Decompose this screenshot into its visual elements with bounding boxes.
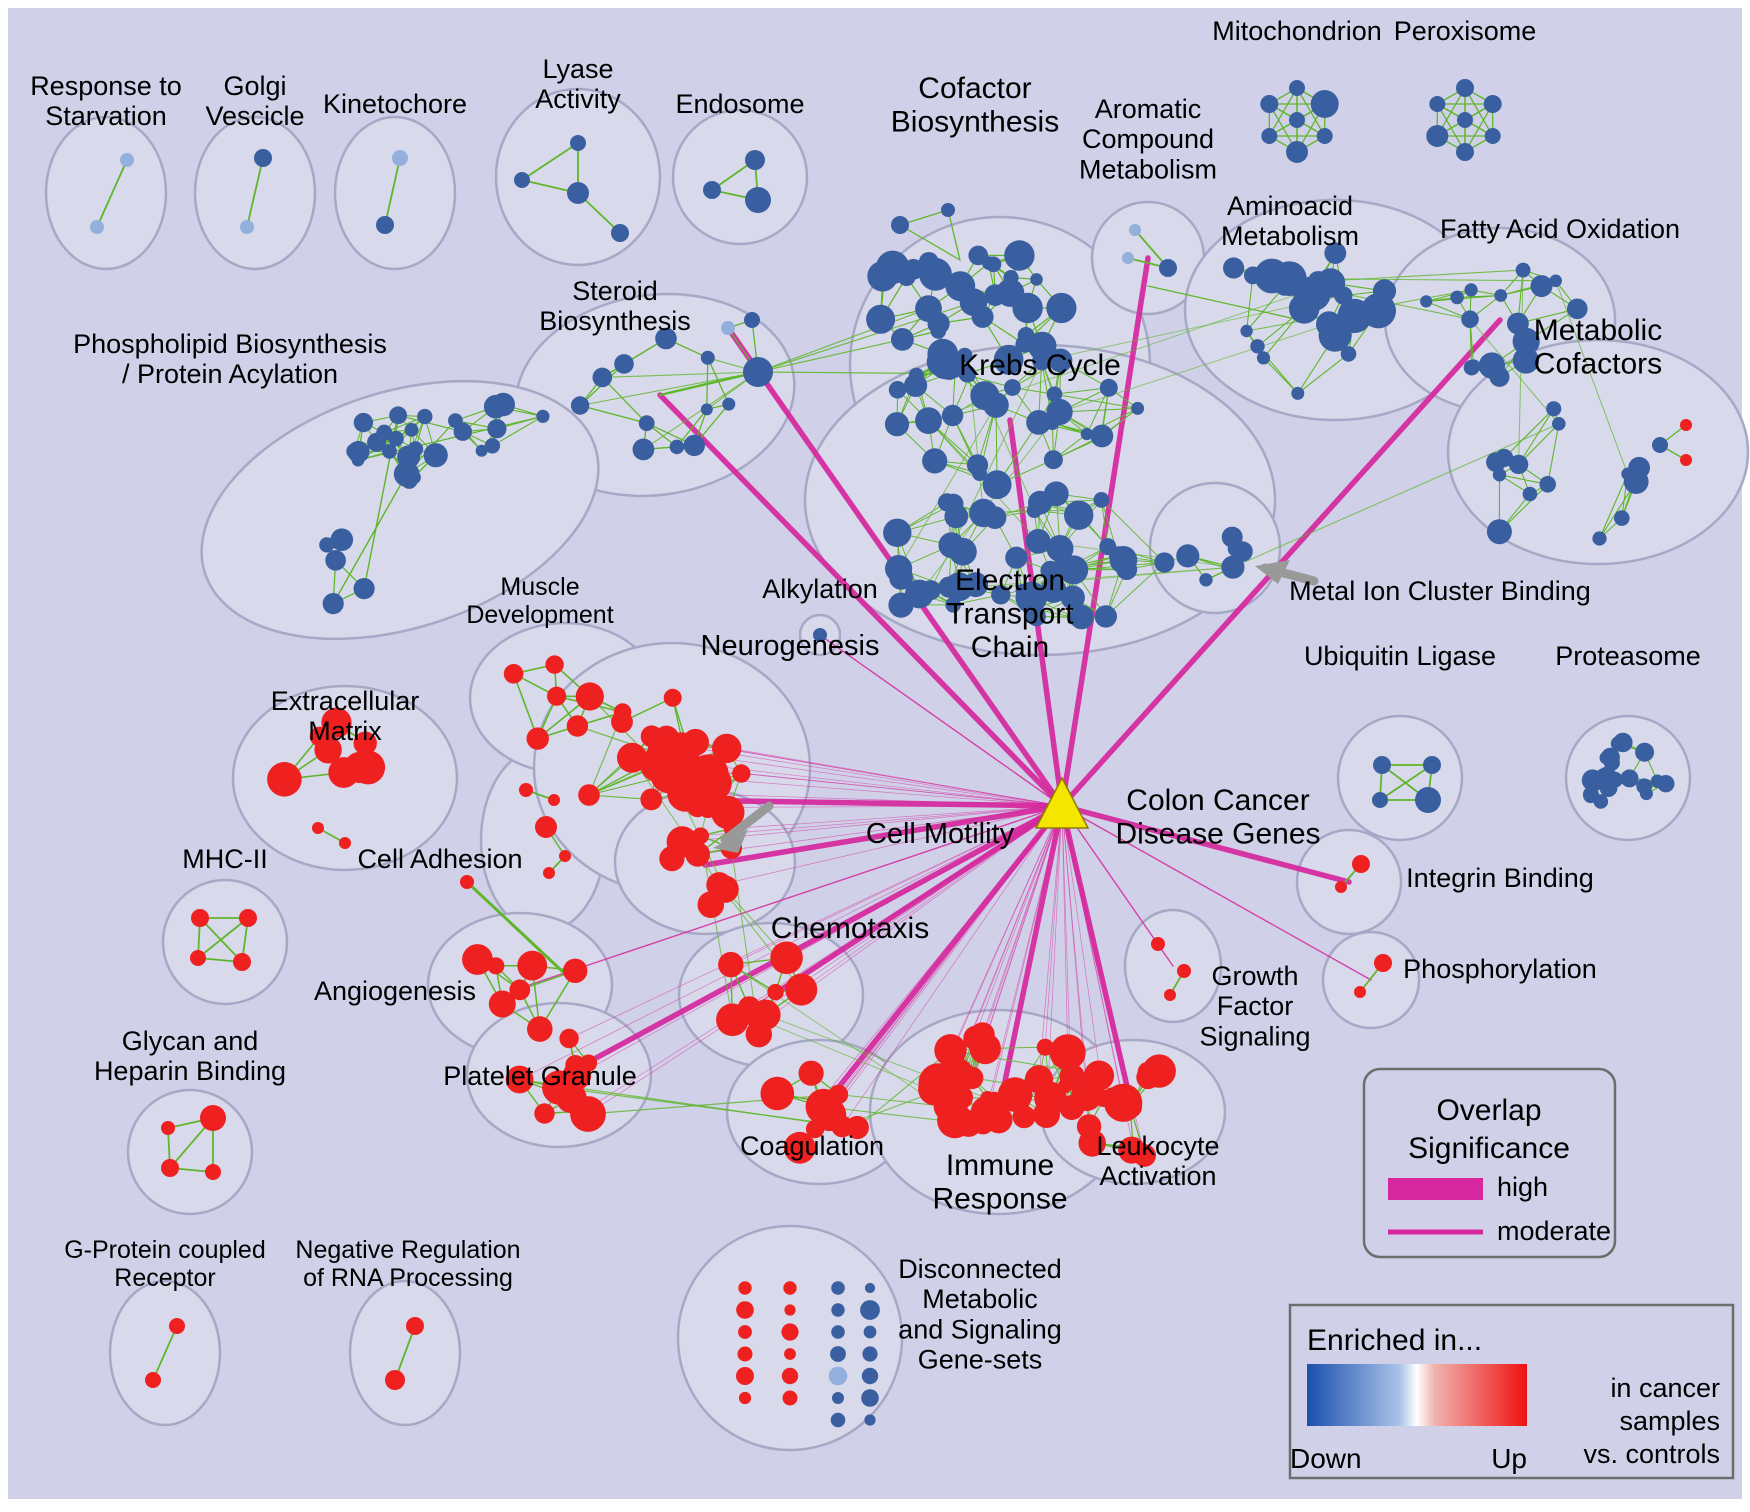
svg-text:and Signaling: and Signaling	[898, 1315, 1062, 1345]
svg-text:Starvation: Starvation	[45, 101, 167, 131]
svg-text:Response: Response	[932, 1183, 1067, 1216]
svg-text:Enriched in...: Enriched in...	[1307, 1324, 1482, 1357]
svg-text:Compound: Compound	[1082, 124, 1214, 154]
svg-text:Peroxisome: Peroxisome	[1394, 16, 1537, 46]
svg-text:Disconnected: Disconnected	[898, 1254, 1062, 1284]
svg-text:Coagulation: Coagulation	[740, 1131, 884, 1161]
svg-text:Colon Cancer: Colon Cancer	[1126, 784, 1309, 817]
svg-text:Kinetochore: Kinetochore	[323, 89, 467, 119]
svg-text:Phosphorylation: Phosphorylation	[1403, 954, 1597, 984]
svg-text:Angiogenesis: Angiogenesis	[314, 976, 476, 1006]
svg-text:Leukocyte: Leukocyte	[1096, 1131, 1219, 1161]
svg-text:Gene-sets: Gene-sets	[918, 1345, 1043, 1375]
svg-text:high: high	[1497, 1172, 1548, 1202]
svg-text:Proteasome: Proteasome	[1555, 641, 1701, 671]
svg-text:Chain: Chain	[971, 631, 1049, 664]
svg-text:samples: samples	[1619, 1406, 1720, 1436]
svg-text:moderate: moderate	[1497, 1216, 1611, 1246]
svg-text:Alkylation: Alkylation	[762, 574, 878, 604]
svg-text:G-Protein coupled: G-Protein coupled	[64, 1236, 266, 1264]
svg-text:Overlap: Overlap	[1436, 1094, 1541, 1127]
svg-text:Metal Ion Cluster Binding: Metal Ion Cluster Binding	[1289, 576, 1591, 606]
svg-text:vs. controls: vs. controls	[1583, 1439, 1720, 1469]
svg-text:Chemotaxis: Chemotaxis	[771, 912, 929, 945]
svg-text:Metabolism: Metabolism	[1221, 221, 1359, 251]
svg-text:Cofactors: Cofactors	[1534, 348, 1662, 381]
svg-text:Lyase: Lyase	[542, 54, 613, 84]
svg-text:Endosome: Endosome	[675, 89, 804, 119]
svg-text:Receptor: Receptor	[114, 1264, 215, 1292]
svg-text:Fatty Acid Oxidation: Fatty Acid Oxidation	[1440, 214, 1680, 244]
svg-text:Negative Regulation: Negative Regulation	[295, 1236, 520, 1264]
svg-text:Matrix: Matrix	[308, 716, 382, 746]
svg-text:Phospholipid Biosynthesis: Phospholipid Biosynthesis	[73, 329, 387, 359]
svg-text:Steroid: Steroid	[572, 276, 658, 306]
svg-text:Factor: Factor	[1217, 991, 1294, 1021]
svg-text:Response to: Response to	[30, 71, 182, 101]
svg-text:Metabolism: Metabolism	[1079, 155, 1217, 185]
svg-text:Down: Down	[1290, 1443, 1362, 1474]
svg-text:Aromatic: Aromatic	[1095, 94, 1202, 124]
svg-text:Growth: Growth	[1211, 961, 1298, 991]
svg-text:Metabolic: Metabolic	[922, 1284, 1038, 1314]
svg-text:Signaling: Signaling	[1199, 1022, 1310, 1052]
svg-text:Activation: Activation	[1099, 1161, 1216, 1191]
svg-text:Krebs Cycle: Krebs Cycle	[959, 349, 1121, 382]
svg-text:Metabolic: Metabolic	[1534, 314, 1662, 347]
svg-text:Disease Genes: Disease Genes	[1115, 818, 1320, 851]
svg-text:Cell Motility: Cell Motility	[866, 818, 1015, 850]
svg-text:Immune: Immune	[946, 1149, 1054, 1182]
svg-text:Development: Development	[466, 601, 613, 629]
svg-text:Aminoacid: Aminoacid	[1227, 191, 1353, 221]
svg-text:Biosynthesis: Biosynthesis	[539, 306, 691, 336]
svg-text:of RNA Processing: of RNA Processing	[303, 1264, 513, 1292]
svg-text:MHC-II: MHC-II	[182, 844, 267, 874]
svg-text:Significance: Significance	[1408, 1132, 1570, 1165]
svg-text:Cell Adhesion: Cell Adhesion	[357, 844, 522, 874]
svg-text:Golgi: Golgi	[223, 71, 286, 101]
svg-text:Activity: Activity	[535, 84, 621, 114]
svg-text:Heparin Binding: Heparin Binding	[94, 1056, 286, 1086]
svg-text:Ubiquitin Ligase: Ubiquitin Ligase	[1304, 641, 1496, 671]
svg-text:Biosynthesis: Biosynthesis	[891, 106, 1059, 139]
svg-text:Cofactor: Cofactor	[918, 72, 1031, 105]
svg-text:Glycan and: Glycan and	[122, 1026, 259, 1056]
svg-text:Up: Up	[1491, 1443, 1527, 1474]
svg-text:Integrin Binding: Integrin Binding	[1406, 863, 1594, 893]
svg-text:in cancer: in cancer	[1610, 1373, 1720, 1403]
svg-text:Muscle: Muscle	[500, 573, 579, 601]
svg-text:Neurogenesis: Neurogenesis	[701, 630, 880, 662]
svg-text:/ Protein Acylation: / Protein Acylation	[122, 359, 338, 389]
svg-text:Extracellular: Extracellular	[271, 686, 420, 716]
svg-text:Platelet Granule: Platelet Granule	[443, 1061, 637, 1091]
svg-text:Electron: Electron	[955, 564, 1065, 597]
svg-text:Vescicle: Vescicle	[205, 101, 304, 131]
svg-text:Transport: Transport	[946, 598, 1074, 631]
svg-text:Mitochondrion: Mitochondrion	[1212, 16, 1382, 46]
